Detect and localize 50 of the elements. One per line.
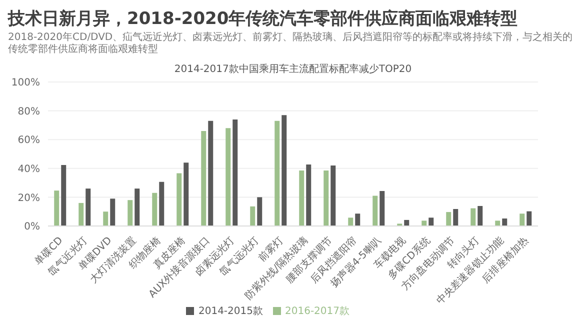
text: 2014-2017款中国乘用车主流配置标配率减少TOP20: [173, 62, 413, 76]
bar: [422, 220, 427, 226]
bar: [495, 220, 500, 226]
bar: [201, 130, 206, 226]
bar: [404, 220, 410, 226]
bar: [226, 128, 231, 226]
y-tick-label: 0%: [24, 222, 40, 233]
bar: [372, 196, 378, 226]
bar: [78, 202, 84, 226]
bar: [428, 218, 434, 226]
bar: [355, 214, 360, 226]
bar: [208, 120, 214, 226]
bar: [380, 191, 385, 226]
bar: [110, 198, 116, 226]
bar: [159, 182, 164, 226]
y-tick-label: 20%: [18, 192, 40, 204]
y-tick-label: 60%: [18, 135, 40, 146]
bar: [86, 188, 91, 226]
bar: [250, 206, 256, 226]
bar: [103, 212, 108, 226]
chart-title: 技术日新月异，2018-2020年传统汽车零部件供应商面临艰难转型: [8, 8, 519, 30]
bar: [502, 218, 508, 226]
bar: [257, 197, 262, 226]
bar: [446, 212, 452, 226]
legend-label: 2016-2017款: [285, 306, 350, 317]
bar: [470, 208, 476, 226]
y-tick-label: 100%: [11, 78, 40, 89]
bar: [128, 200, 133, 226]
bar: [282, 115, 287, 226]
y-tick-label: 40%: [18, 164, 40, 175]
bar: [176, 173, 182, 226]
legend-label: 2014-2015款: [198, 306, 263, 317]
bar: [330, 166, 336, 226]
bar: [478, 206, 483, 226]
bar: [232, 119, 238, 226]
bar: [61, 164, 66, 226]
bar: [306, 164, 312, 226]
bar: [299, 170, 304, 226]
bar: [274, 120, 280, 226]
bar: [134, 188, 140, 226]
bar: [54, 190, 60, 226]
bar: [348, 218, 354, 226]
y-tick-label: 80%: [18, 106, 40, 118]
bar: [520, 214, 525, 226]
bar: [526, 211, 532, 226]
chart-subtitle: 2018-2020年CD/DVD、疝气远近光灯、卤素远光灯、前雾灯、隔热玻璃、后风挡遮阳帘等的标配率或将持续下滑，与之相关的传统零部件供应商将面临艰难转型: [8, 32, 574, 56]
bar: [152, 192, 158, 226]
bar: [184, 162, 189, 226]
bar: [324, 170, 329, 226]
bar: [453, 209, 458, 226]
